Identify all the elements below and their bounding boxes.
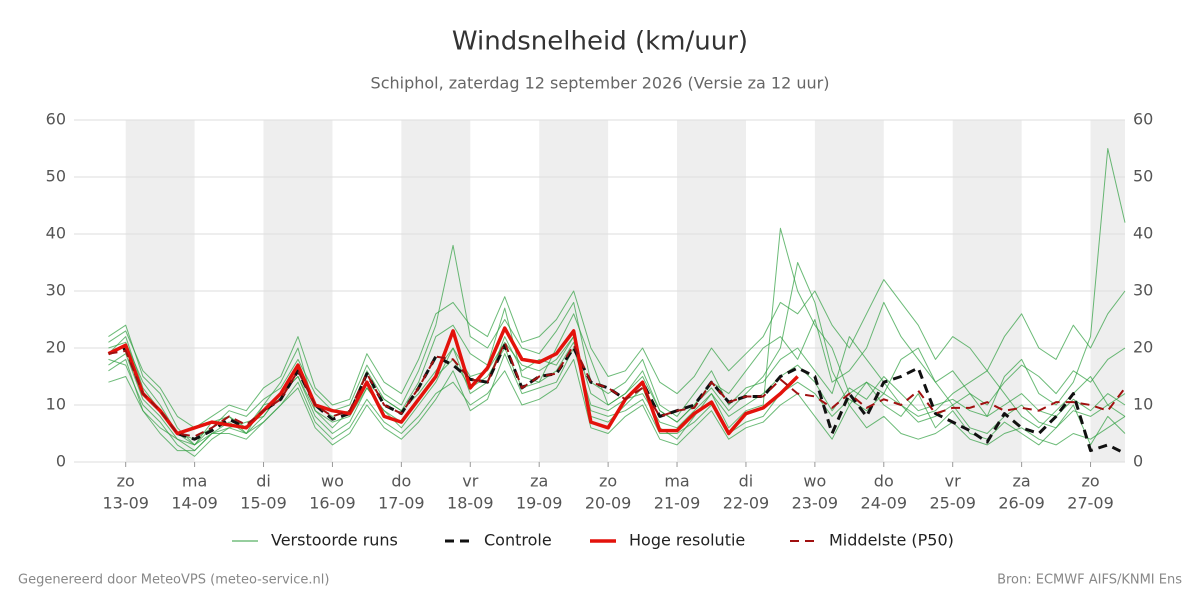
- series-line: [108, 341, 1126, 438]
- x-tick-label: ma: [664, 472, 689, 491]
- x-tick-date: 20-09: [585, 494, 632, 513]
- legend-label: Hoge resolutie: [629, 531, 745, 550]
- x-tick-date: 23-09: [792, 494, 839, 513]
- x-tick-label: di: [739, 472, 754, 491]
- x-tick-label: za: [530, 472, 548, 491]
- y-tick-label: 50: [46, 167, 66, 186]
- x-tick-date: 26-09: [998, 494, 1045, 513]
- x-tick-date: 17-09: [378, 494, 425, 513]
- x-tick-label: vr: [945, 472, 961, 491]
- x-tick-date: 24-09: [861, 494, 908, 513]
- footer-right: Bron: ECMWF AIFS/KNMI Ens: [997, 573, 1182, 588]
- ensemble-line: [108, 279, 1126, 429]
- y2-tick-label: 40: [1133, 224, 1153, 243]
- series-line: [107, 326, 799, 436]
- ensemble-line: [108, 347, 1126, 446]
- x-tick-label: do: [391, 472, 411, 491]
- y-tick-label: 60: [46, 110, 66, 129]
- y2-tick-label: 10: [1133, 395, 1153, 414]
- y-tick-label: 40: [46, 224, 66, 243]
- y2-tick-label: 30: [1133, 281, 1153, 300]
- x-tick-date: 27-09: [1067, 494, 1114, 513]
- y-tick-label: 20: [46, 338, 66, 357]
- x-tick-label: wo: [321, 472, 344, 491]
- x-tick-label: zo: [117, 472, 135, 491]
- chart-title: Windsnelheid (km/uur): [452, 27, 748, 57]
- x-tick-date: 18-09: [447, 494, 494, 513]
- y2-tick-label: 60: [1133, 110, 1153, 129]
- footer-left: Gegenereerd door MeteoVPS (meteo-service…: [18, 573, 329, 588]
- x-tick-date: 22-09: [723, 494, 770, 513]
- legend-label: Middelste (P50): [829, 531, 954, 550]
- x-tick-label: vr: [462, 472, 478, 491]
- x-tick-label: ma: [182, 472, 207, 491]
- x-tick-date: 15-09: [240, 494, 287, 513]
- x-tick-label: zo: [599, 472, 617, 491]
- x-tick-label: do: [874, 472, 894, 491]
- x-tick-date: 14-09: [171, 494, 218, 513]
- x-tick-date: 19-09: [516, 494, 563, 513]
- x-tick-label: wo: [803, 472, 826, 491]
- x-tick-label: di: [256, 472, 271, 491]
- legend-label: Controle: [484, 531, 552, 550]
- x-tick-date: 13-09: [102, 494, 149, 513]
- y-tick-label: 10: [46, 395, 66, 414]
- x-tick-date: 16-09: [309, 494, 356, 513]
- y2-tick-label: 0: [1133, 452, 1143, 471]
- x-tick-label: zo: [1081, 472, 1099, 491]
- x-tick-label: za: [1013, 472, 1031, 491]
- y-tick-label: 0: [56, 452, 66, 471]
- y2-tick-label: 20: [1133, 338, 1153, 357]
- chart-subtitle: Schiphol, zaterdag 12 september 2026 (Ve…: [371, 74, 830, 93]
- y-tick-label: 30: [46, 281, 66, 300]
- x-tick-date: 21-09: [654, 494, 701, 513]
- legend-label: Verstoorde runs: [271, 531, 398, 550]
- ensemble-line: [108, 244, 1126, 440]
- y2-tick-label: 50: [1133, 167, 1153, 186]
- x-tick-date: 25-09: [929, 494, 976, 513]
